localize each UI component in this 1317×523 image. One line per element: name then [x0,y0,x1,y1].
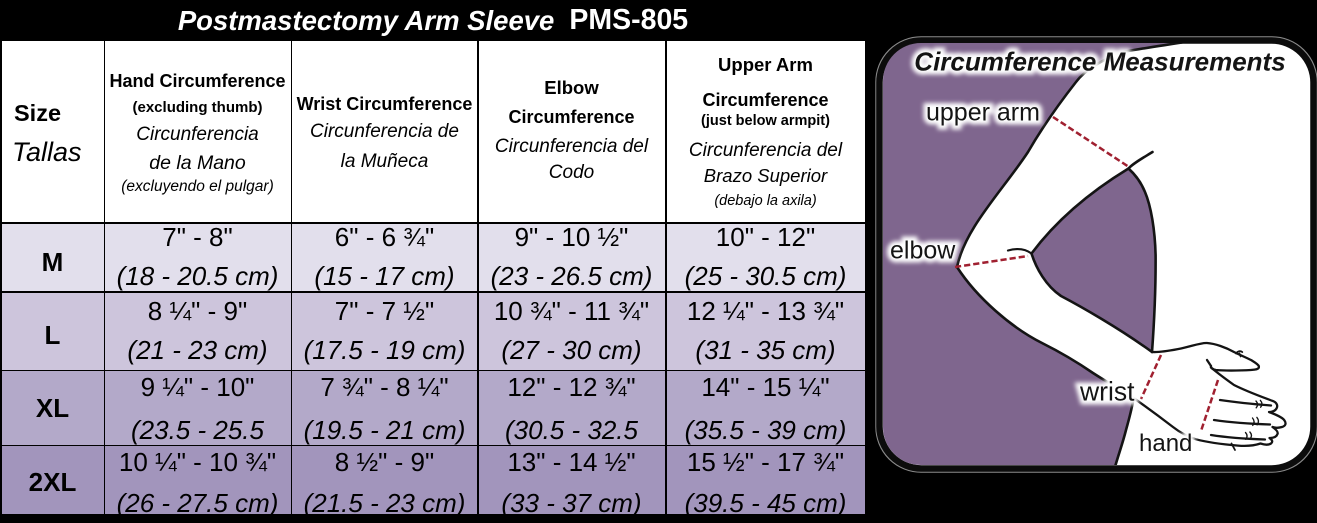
svg-text:wrist: wrist [1079,377,1135,407]
svg-text:Circumference Measurements: Circumference Measurements [914,47,1285,77]
svg-text:hand: hand [1139,430,1192,457]
svg-text:Circumference Measurements: Circumference Measurements [914,47,1285,77]
svg-text:upper arm: upper arm [926,99,1040,127]
svg-text:wrist: wrist [1079,377,1135,407]
svg-text:elbow: elbow [890,237,956,265]
svg-text:elbow: elbow [890,237,956,265]
svg-text:hand: hand [1139,430,1192,457]
svg-text:upper arm: upper arm [926,99,1040,127]
